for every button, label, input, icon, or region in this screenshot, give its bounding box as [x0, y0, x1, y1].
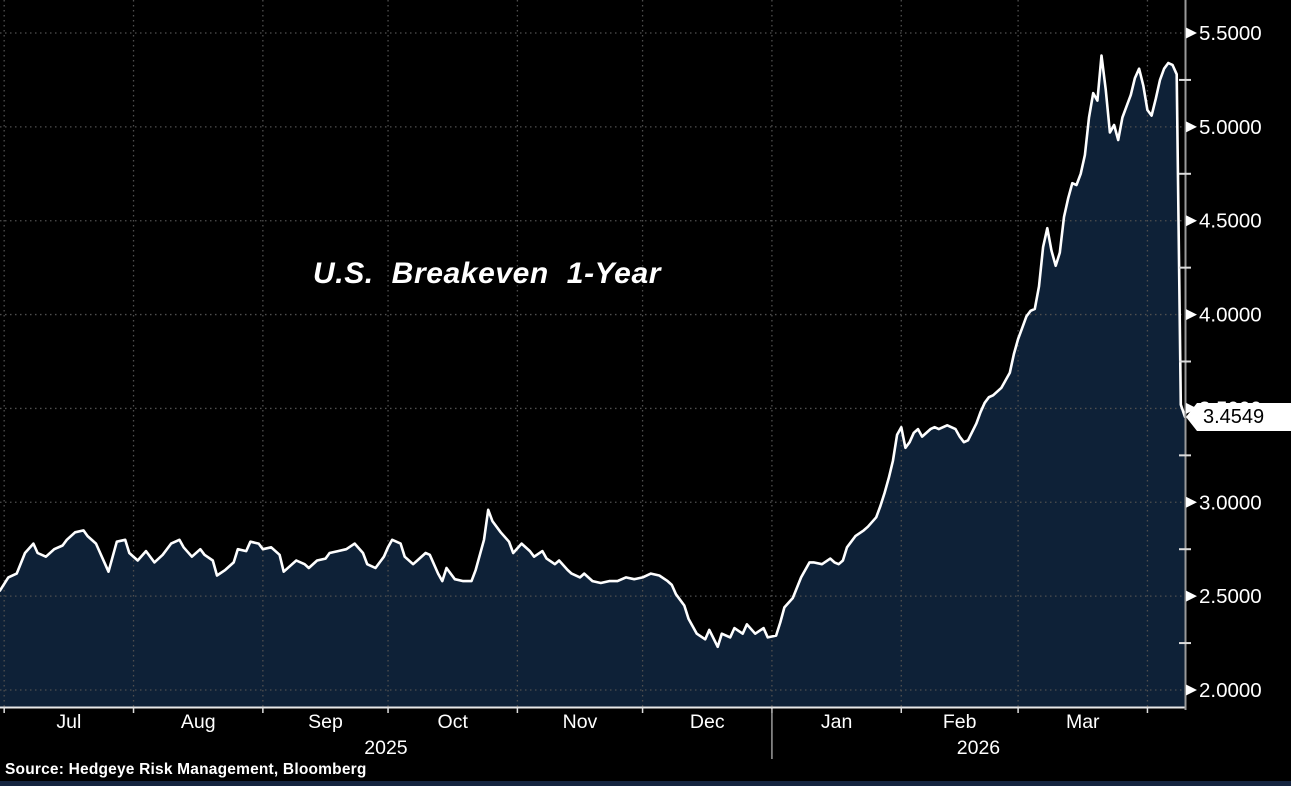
year-label: 2025	[364, 737, 408, 759]
chart-title: U.S. Breakeven 1-Year	[313, 257, 662, 290]
year-label: 2026	[957, 737, 1000, 759]
y-tick-label: 4.0000	[1199, 304, 1262, 327]
x-month-label: Sep	[308, 711, 343, 733]
y-tick-arrow-icon	[1186, 121, 1197, 133]
y-tick-arrow-icon	[1186, 27, 1197, 39]
x-month-label: Aug	[181, 711, 216, 733]
y-tick-label: 5.0000	[1199, 116, 1262, 139]
y-tick-label: 2.5000	[1199, 585, 1262, 608]
x-month-label: Oct	[438, 711, 469, 733]
y-tick-arrow-icon	[1186, 496, 1197, 508]
x-month-label: Feb	[943, 711, 977, 733]
y-tick-label: 4.5000	[1199, 210, 1262, 233]
y-tick-arrow-icon	[1186, 402, 1197, 414]
y-tick-label: 2.0000	[1199, 679, 1262, 702]
price-line	[0, 54, 1187, 649]
source-text: Source: Hedgeye Risk Management, Bloombe…	[5, 761, 367, 778]
last-price-tag: 3.4549	[1186, 403, 1291, 431]
y-tick-arrow-icon	[1186, 590, 1197, 602]
x-month-label: Jul	[56, 711, 81, 733]
y-tick-arrow-icon	[1186, 684, 1197, 696]
x-month-label: Jan	[821, 711, 852, 733]
y-tick-arrow-icon	[1186, 215, 1197, 227]
bottom-strip	[0, 781, 1291, 786]
x-month-label: Dec	[690, 711, 725, 733]
x-month-label: Nov	[563, 711, 598, 733]
y-tick-arrow-icon	[1186, 309, 1197, 321]
y-tick-label: 3.0000	[1199, 491, 1262, 514]
y-tick-label: 5.5000	[1199, 22, 1262, 45]
x-month-label: Mar	[1066, 711, 1100, 733]
area-fill	[0, 55, 1185, 707]
